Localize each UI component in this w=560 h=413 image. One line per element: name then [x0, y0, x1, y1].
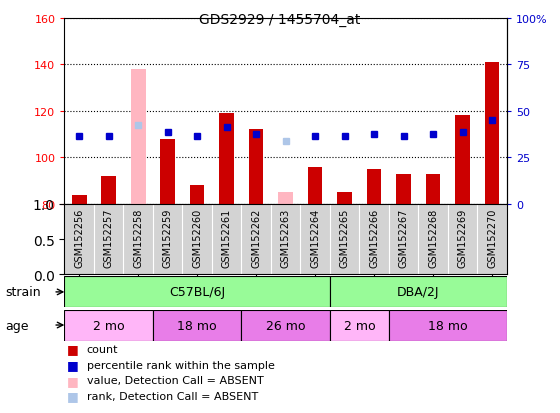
Text: ■: ■	[67, 342, 79, 356]
Text: 18 mo: 18 mo	[178, 319, 217, 332]
Text: C57BL/6J: C57BL/6J	[169, 286, 225, 299]
Text: GSM152266: GSM152266	[369, 208, 379, 267]
Bar	[130, 70, 146, 204]
Text: GSM152267: GSM152267	[399, 208, 409, 267]
Text: 2 mo: 2 mo	[343, 319, 375, 332]
Bar	[278, 193, 293, 204]
Bar	[330, 310, 389, 341]
Bar	[249, 130, 264, 204]
Bar	[484, 63, 500, 204]
Text: percentile rank within the sample: percentile rank within the sample	[87, 360, 274, 370]
Bar	[160, 140, 175, 204]
Text: 26 mo: 26 mo	[266, 319, 305, 332]
Text: ■: ■	[67, 358, 79, 371]
Bar	[72, 195, 87, 204]
Text: rank, Detection Call = ABSENT: rank, Detection Call = ABSENT	[87, 391, 258, 401]
Text: GSM152270: GSM152270	[487, 208, 497, 267]
Bar	[153, 310, 241, 341]
Text: GSM152260: GSM152260	[192, 208, 202, 267]
Bar	[190, 186, 204, 204]
Bar	[337, 193, 352, 204]
Text: GSM152259: GSM152259	[162, 208, 172, 267]
Text: ■: ■	[67, 374, 79, 387]
Text: GSM152262: GSM152262	[251, 208, 261, 267]
Bar	[64, 277, 330, 308]
Text: 18 mo: 18 mo	[428, 319, 468, 332]
Text: GSM152256: GSM152256	[74, 208, 84, 267]
Bar	[220, 114, 234, 204]
Text: GSM152269: GSM152269	[458, 208, 468, 267]
Text: age: age	[6, 319, 29, 332]
Bar	[101, 177, 116, 204]
Text: value, Detection Call = ABSENT: value, Detection Call = ABSENT	[87, 375, 264, 385]
Text: count: count	[87, 344, 118, 354]
Text: 2 mo: 2 mo	[93, 319, 124, 332]
Bar	[396, 174, 411, 204]
Bar	[330, 277, 507, 308]
Bar	[64, 310, 153, 341]
Text: DBA/2J: DBA/2J	[397, 286, 440, 299]
Text: strain: strain	[6, 286, 41, 299]
Text: GSM152261: GSM152261	[222, 208, 232, 267]
Text: GSM152263: GSM152263	[281, 208, 291, 267]
Text: GDS2929 / 1455704_at: GDS2929 / 1455704_at	[199, 13, 361, 27]
Bar	[426, 174, 441, 204]
Text: GSM152265: GSM152265	[339, 208, 349, 267]
Text: GSM152268: GSM152268	[428, 208, 438, 267]
Bar	[308, 167, 323, 204]
Text: GSM152264: GSM152264	[310, 208, 320, 267]
Bar	[241, 310, 330, 341]
Bar	[367, 170, 381, 204]
Bar	[389, 310, 507, 341]
Text: ■: ■	[67, 389, 79, 403]
Text: GSM152257: GSM152257	[104, 208, 114, 267]
Text: GSM152258: GSM152258	[133, 208, 143, 267]
Bar	[455, 116, 470, 204]
